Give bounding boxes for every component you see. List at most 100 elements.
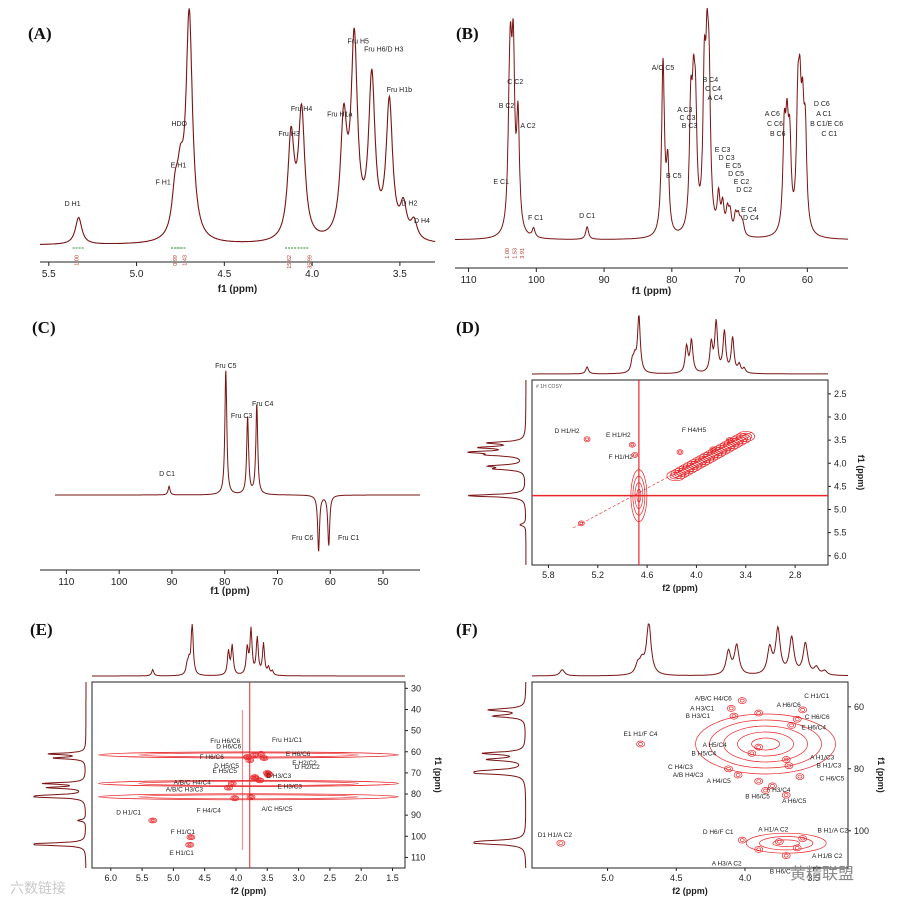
crosspeak-contour (711, 447, 715, 451)
crosspeak-contour (761, 787, 770, 794)
crosspeak-contour (264, 770, 271, 775)
x-tick-label: 5.0 (601, 873, 614, 883)
crosspeak-contour (229, 781, 236, 786)
x-tick-label: 4.5 (217, 269, 231, 280)
crosspeak-contour (798, 706, 808, 714)
crosspeak-contour (262, 756, 266, 760)
crosspeak-label: C H6/C6 (805, 714, 830, 721)
y-tick-label: 60 (411, 747, 421, 757)
peak-label: Fru C6 (292, 535, 314, 542)
integral-value: 1.00 (75, 255, 81, 266)
spectrum-trace (40, 8, 436, 245)
water-contour (630, 469, 648, 522)
x-tick-label: 4.6 (641, 570, 654, 580)
crosspeak-label: D H1/H2 (555, 428, 580, 435)
crosspeak-contour (783, 853, 789, 858)
crosspeak-label: E H1/C1 (169, 850, 194, 857)
crosspeak-label: E1 H1/F C4 (624, 731, 658, 738)
crosspeak-contour (245, 757, 255, 764)
crosspeak-label: B H1/C3 (817, 763, 842, 770)
peak-label: A/C C5 (652, 65, 675, 72)
diagonal-contour (672, 473, 680, 478)
peak-label: D H1 (65, 201, 81, 208)
crosspeak-label: A/C H5/C5 (261, 806, 292, 813)
panel-label: (C) (32, 318, 56, 337)
y-tick-label: 80 (854, 764, 864, 774)
watermark-right: 黄精联盟 (790, 864, 855, 883)
panel-label: (E) (30, 620, 53, 639)
crosspeak-contour (636, 740, 645, 748)
crosspeak-contour (754, 777, 764, 785)
2d-spectrum-chart: 5.8 5.2 4.6 4.0 3.4 2.8 2.5 3.0 3.5 4.0 4.5 5.0 5.5 6… (466, 315, 866, 593)
diagonal-contour (701, 457, 709, 462)
crosspeak-contour (739, 698, 745, 703)
x-tick-label: 60 (325, 577, 337, 588)
crosspeak-contour (756, 745, 762, 749)
x-tick-label: 3.5 (261, 873, 274, 883)
panel-label: (A) (28, 24, 52, 43)
x-tick-label: 5.5 (42, 269, 56, 280)
peak-label: Fru H4 (291, 106, 313, 113)
crosspeak-label: B H5/C4 (692, 750, 717, 757)
peak-label: Fru C3 (231, 413, 253, 420)
peak-label: A C4 (708, 95, 723, 102)
crosspeak-contour (749, 751, 755, 756)
x-tick-label: 5.2 (592, 570, 605, 580)
crosspeak-label: A H6/C6 (777, 702, 802, 709)
crosspeak-label: F H4/C4 (197, 807, 222, 814)
dense-contour-region (745, 832, 827, 854)
crosspeak-contour (265, 771, 269, 775)
y-tick-label: 3.5 (834, 435, 847, 445)
peak-label: E C3 (715, 147, 731, 154)
crosspeak-contour (256, 778, 263, 783)
x-tick-label: 4.0 (690, 570, 703, 580)
crosspeak-label: F H6/C6 (200, 754, 225, 761)
peak-label: E C2 (734, 179, 750, 186)
crosspeak-contour (792, 715, 802, 723)
crosspeak-label: C H6/C5 (819, 776, 844, 783)
peak-label: Fru C5 (215, 363, 237, 370)
spectrum-chart: E C1B C2C C2A C2F C1 D C1A/C C5B C5A C3C … (455, 7, 848, 297)
y-tick-label: 110 (411, 852, 425, 862)
crosspeak-contour (747, 749, 757, 757)
y-tick-label: 70 (411, 768, 421, 778)
crosspeak-label: A/B H4/C3 (673, 772, 704, 779)
peak-label: C C4 (705, 86, 721, 93)
crosspeak-contour (261, 756, 268, 761)
crosspeak-label: F H1/H2 (609, 454, 634, 461)
crosspeak-label: E H6/C4 (801, 724, 826, 731)
x-axis-label: f2 (ppm) (231, 886, 267, 896)
crosspeak-contour (630, 443, 635, 447)
crosspeak-contour (781, 756, 791, 763)
crosspeak-contour (187, 843, 192, 846)
crosspeak-contour (781, 791, 791, 799)
spectrum-trace (55, 370, 420, 552)
y-tick-label: 5.5 (834, 528, 847, 538)
diagonal-contour (697, 459, 704, 464)
crosspeak-contour (733, 771, 743, 779)
crosspeak-contour (783, 793, 789, 797)
y-tick-label: 3.0 (834, 412, 847, 422)
peak-label: E C4 (741, 207, 757, 214)
plot-frame (531, 379, 829, 566)
top-projection (532, 315, 828, 375)
spectrum-header: # 1H COSY (536, 384, 563, 390)
panel-d-cosy: (D) 5.8 5.2 4.6 4.0 3.4 2.8 2.5 3.0 3.5 4.0 4.5 5.0… (450, 300, 900, 610)
peak-label: D C3 (719, 155, 735, 162)
crosspeak-contour (731, 714, 737, 718)
crosspeak-label: A H1/A C2 (758, 827, 788, 834)
crosspeak-contour (789, 723, 795, 728)
crosspeak-contour (186, 834, 196, 840)
crosspeak-label: E H3/C3 (277, 783, 302, 790)
crosspeak-label: A H3/C1 (690, 706, 715, 713)
peak-label: D C6 (814, 101, 830, 108)
y-tick-label: 60 (854, 702, 864, 712)
x-tick-label: 2.0 (355, 873, 368, 883)
crosspeak-contour (628, 441, 636, 448)
integral-value: 0.99 (173, 255, 179, 266)
peak-label: B C3 (682, 123, 698, 130)
x-tick-label: 3.0 (292, 873, 305, 883)
crosspeak-label: F H1/C1 (171, 829, 196, 836)
x-tick-label: 6.0 (105, 873, 118, 883)
crosspeak-label: B H1/A C2 (817, 828, 848, 835)
